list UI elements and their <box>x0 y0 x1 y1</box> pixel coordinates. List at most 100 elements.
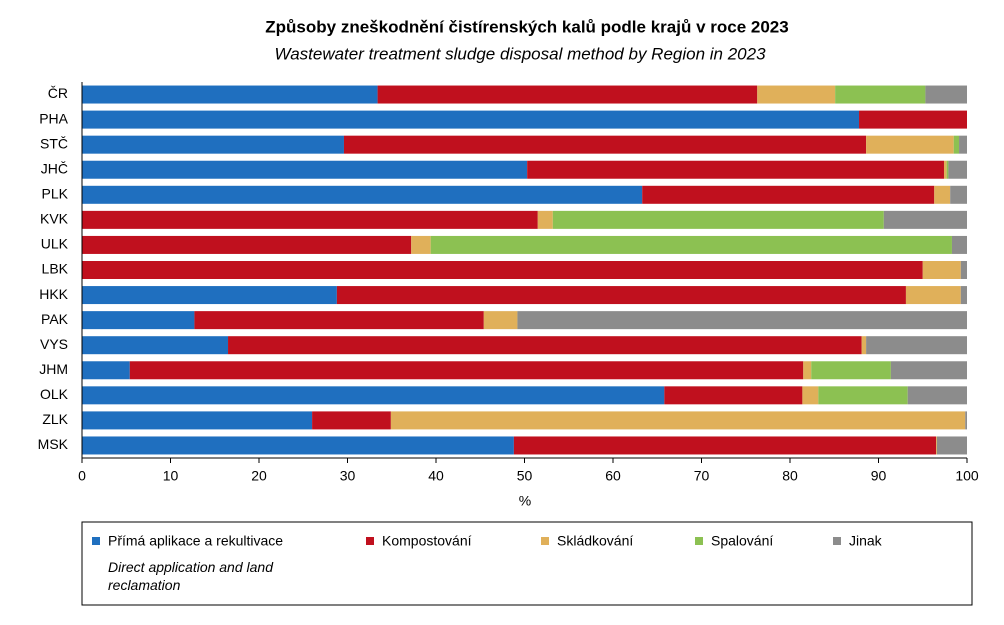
bar-segment <box>960 261 967 279</box>
y-tick-label: MSK <box>38 436 69 452</box>
legend-swatch <box>541 537 549 545</box>
bar-segment <box>946 160 949 179</box>
x-tick-label: 50 <box>517 468 533 484</box>
bar-segment <box>194 311 484 330</box>
bar-segment <box>377 85 758 104</box>
y-tick-label: JHČ <box>41 160 68 176</box>
bar-segment <box>513 436 937 455</box>
bar-segment <box>905 286 961 305</box>
y-tick-label: ČR <box>48 85 68 101</box>
bar-segment <box>312 411 391 430</box>
bar-segment <box>943 160 947 179</box>
x-tick-label: 10 <box>163 468 179 484</box>
bar-segment <box>960 286 967 305</box>
y-tick-label: PAK <box>41 311 69 327</box>
x-tick-label: 40 <box>428 468 444 484</box>
bar-segment <box>866 336 967 355</box>
bar-segment <box>82 286 337 305</box>
bar-segment <box>82 110 860 129</box>
bar-segment <box>228 336 862 355</box>
bar-segment <box>527 160 944 179</box>
bar-segment <box>336 286 906 305</box>
bar-segment <box>866 135 954 154</box>
bar-segment <box>537 210 553 229</box>
legend-label: Jinak <box>849 533 883 549</box>
bar-segment <box>552 210 884 229</box>
x-tick-label: 30 <box>340 468 356 484</box>
y-tick-label: ZLK <box>42 411 68 427</box>
legend-label-en: Direct application and land reclamation <box>108 559 274 593</box>
bar-segment <box>965 411 967 430</box>
bar-segment <box>934 185 951 204</box>
y-tick-label: JHM <box>39 361 68 377</box>
bar-segment <box>343 135 867 154</box>
bar-segment <box>642 185 935 204</box>
x-axis-label: % <box>519 493 531 509</box>
bar-segment <box>517 311 967 330</box>
bar-segment <box>82 411 313 430</box>
bar-segment <box>82 210 538 229</box>
bar-segment <box>859 110 967 129</box>
bar-segment <box>835 85 926 104</box>
bar-segment <box>936 436 937 455</box>
bar-segment <box>82 436 514 455</box>
bar-segment <box>936 436 967 455</box>
bar-segment <box>861 336 867 355</box>
x-tick-label: 20 <box>251 468 267 484</box>
x-tick-label: 80 <box>782 468 798 484</box>
y-tick-label: KVK <box>40 211 69 227</box>
bar-segment <box>951 235 967 254</box>
bar-segment <box>82 85 378 104</box>
legend-label: Skládkování <box>557 533 633 549</box>
bar-segment <box>82 261 923 279</box>
bar-segment <box>811 361 891 380</box>
bar-segment <box>82 185 643 204</box>
y-tick-label: HKK <box>39 286 68 302</box>
bar-segment <box>925 85 967 104</box>
bar-segment <box>82 311 195 330</box>
bar-segment <box>883 210 967 229</box>
bar-segment <box>757 85 836 104</box>
bar-segment <box>959 135 967 154</box>
y-tick-label: ULK <box>41 236 69 252</box>
y-tick-label: PLK <box>42 186 69 202</box>
legend-swatch <box>92 537 100 545</box>
bar-segment <box>390 411 966 430</box>
x-tick-label: 100 <box>955 468 979 484</box>
legend-swatch <box>833 537 841 545</box>
bar-segment <box>953 135 960 154</box>
bar-segment <box>907 386 967 405</box>
bar-segment <box>483 311 518 330</box>
x-tick-label: 70 <box>694 468 710 484</box>
y-tick-label: LBK <box>42 261 69 277</box>
bar-segment <box>818 386 908 405</box>
chart-subtitle: Wastewater treatment sludge disposal met… <box>274 44 766 63</box>
bar-segment <box>664 386 803 405</box>
bar-segment <box>82 386 665 405</box>
bar-segment <box>129 361 804 380</box>
x-tick-label: 90 <box>871 468 887 484</box>
bar-segment <box>430 235 952 254</box>
bar-segment <box>82 235 412 254</box>
bar-segment <box>411 235 431 254</box>
legend-swatch <box>366 537 374 545</box>
y-tick-label: VYS <box>40 336 68 352</box>
y-tick-label: STČ <box>40 135 68 151</box>
chart-title: Způsoby zneškodnění čistírenských kalů p… <box>265 17 788 36</box>
legend-label: Přímá aplikace a rekultivace <box>108 533 283 549</box>
bar-segment <box>948 160 967 179</box>
x-tick-label: 60 <box>605 468 621 484</box>
legend-box <box>81 521 973 606</box>
y-tick-label: PHA <box>39 110 68 126</box>
legend-label: Kompostování <box>382 533 472 549</box>
bar-segment <box>890 361 967 380</box>
bar-segment <box>82 361 130 380</box>
y-tick-label: OLK <box>40 386 69 402</box>
bar-segment <box>922 261 961 279</box>
bar-segment <box>82 160 528 179</box>
bar-segment <box>82 336 229 355</box>
bar-segment <box>803 361 812 380</box>
bar-segment <box>802 386 819 405</box>
legend-label: Spalování <box>711 533 773 549</box>
